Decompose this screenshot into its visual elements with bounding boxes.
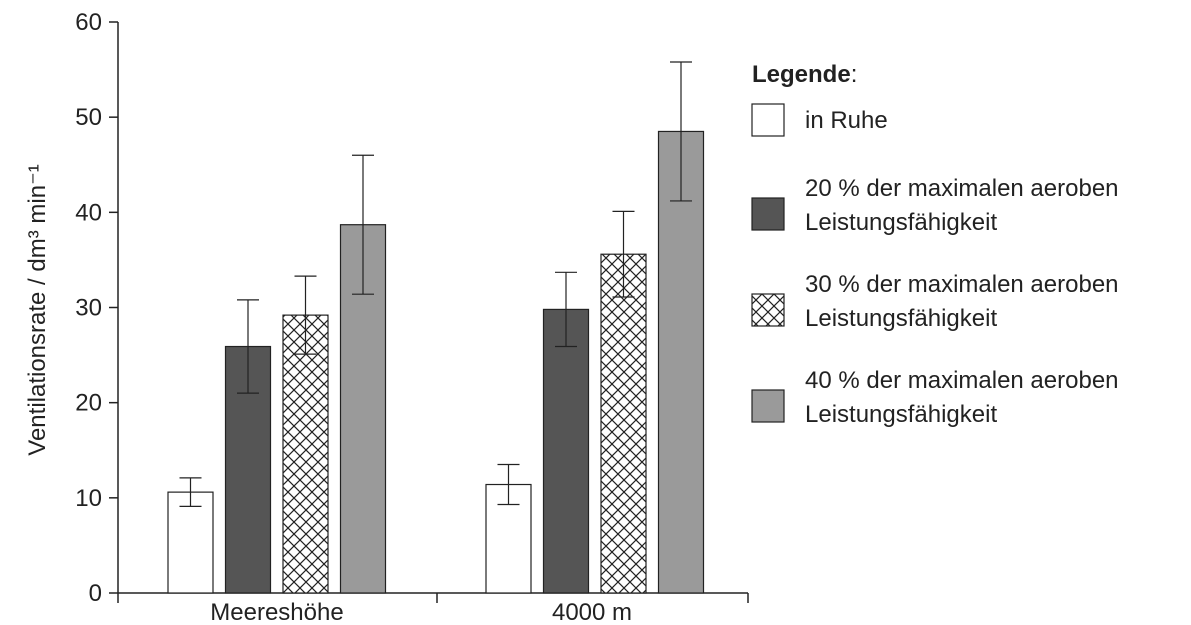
x-tick-label: Meereshöhe	[210, 599, 343, 625]
bar	[657, 130, 705, 594]
legend-label-line1: 40 % der maximalen aeroben	[805, 367, 1119, 394]
y-tick-label: 50	[75, 104, 102, 131]
legend-label-line2: Leistungsfähigkeit	[805, 401, 997, 428]
y-tick-label: 10	[75, 485, 102, 512]
legend-swatch	[751, 197, 785, 231]
legend-swatch	[751, 103, 785, 137]
y-axis-label: Ventilationsrate / dm³ min⁻¹	[24, 164, 51, 455]
legend: Legende: in Ruhe 20 % der maximalen aerob…	[751, 61, 1119, 428]
y-tick-label: 60	[75, 9, 102, 36]
bar	[600, 253, 647, 594]
y-tick-label: 20	[75, 390, 102, 417]
legend-label-line1: in Ruhe	[805, 107, 888, 134]
x-ticks: Meereshöhe 4000 m	[117, 593, 749, 625]
legend-title: Legende:	[752, 61, 857, 88]
bar	[542, 308, 590, 594]
bar	[282, 314, 329, 594]
y-tick-label: 30	[75, 295, 102, 322]
bar	[167, 491, 214, 594]
legend-title-suffix: :	[851, 61, 858, 88]
y-tick-label: 40	[75, 199, 102, 226]
y-tick-label: 0	[89, 580, 102, 607]
legend-label-line1: 30 % der maximalen aeroben	[805, 271, 1119, 298]
error-bars	[179, 61, 692, 507]
x-tick-label: 4000 m	[552, 599, 632, 625]
legend-label-line1: 20 % der maximalen aeroben	[805, 175, 1119, 202]
legend-swatch	[751, 389, 785, 423]
legend-title-bold: Legende	[752, 61, 851, 88]
y-ticks: 0 10 20 30 40 50 60	[75, 9, 118, 607]
legend-label-line2: Leistungsfähigkeit	[805, 305, 997, 332]
legend-swatch	[751, 293, 785, 327]
legend-label-line2: Leistungsfähigkeit	[805, 209, 997, 236]
